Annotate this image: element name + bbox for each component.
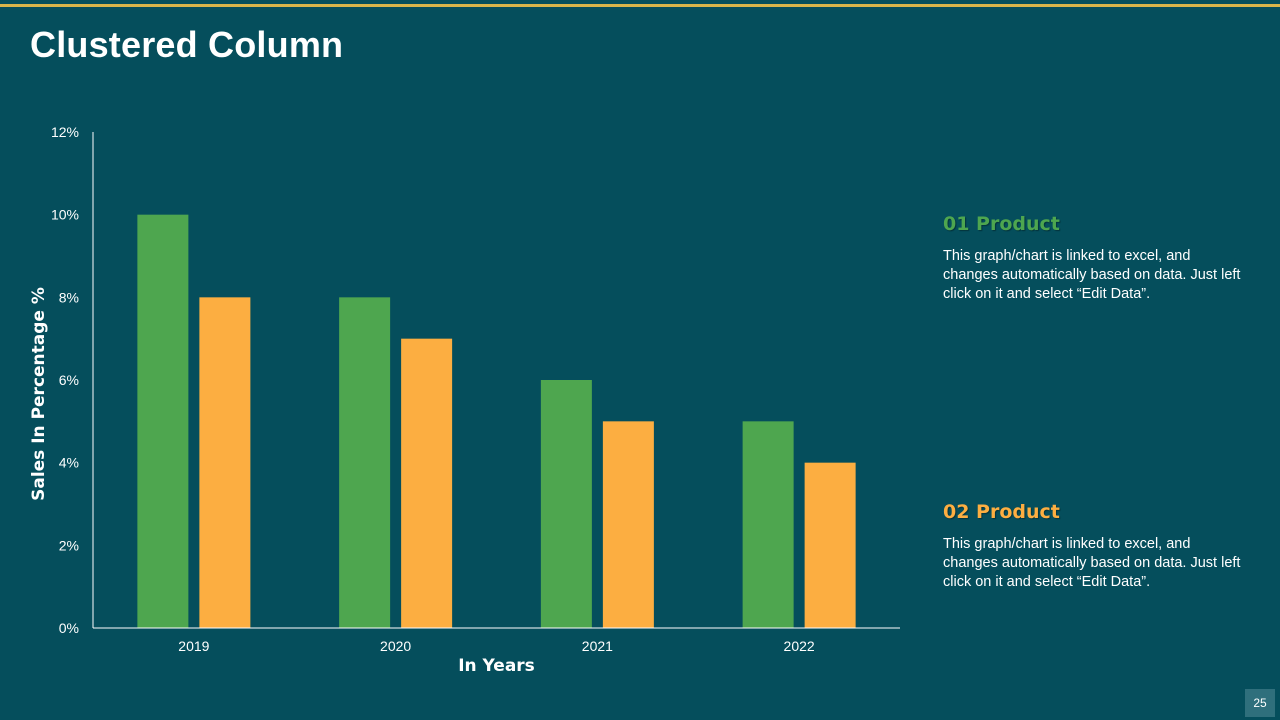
legend-description-product-2: This graph/chart is linked to excel, and… <box>943 536 1241 590</box>
legend-item-product-1: 01 Product This graph/chart is linked to… <box>943 213 1263 304</box>
bar-series-1-2020[interactable] <box>339 297 391 628</box>
x-tick-label-2021: 2021 <box>582 638 613 654</box>
bar-series-2-2021[interactable] <box>602 421 654 628</box>
y-tick-label: 0% <box>59 620 79 636</box>
slide-title: Clustered Column <box>30 24 344 65</box>
bar-series-1-2019[interactable] <box>137 214 189 628</box>
bar-series-1-2021[interactable] <box>540 380 592 628</box>
x-tick-label-2019: 2019 <box>178 638 209 654</box>
bar-series-2-2019[interactable] <box>199 297 251 628</box>
y-tick-label: 6% <box>59 372 79 388</box>
y-tick-label: 4% <box>59 455 79 471</box>
legend-item-product-2: 02 Product This graph/chart is linked to… <box>943 501 1263 592</box>
x-tick-label-2020: 2020 <box>380 638 411 654</box>
legend-title-product-2: 02 Product <box>943 501 1060 523</box>
legend-title-product-1: 01 Product <box>943 213 1060 235</box>
page-number: 25 <box>1245 689 1275 717</box>
bar-series-2-2020[interactable] <box>401 338 453 628</box>
y-tick-label: 2% <box>59 537 79 553</box>
legend-description-product-1: This graph/chart is linked to excel, and… <box>943 248 1241 302</box>
bar-series-1-2022[interactable] <box>742 421 794 628</box>
y-tick-label: 8% <box>59 289 79 305</box>
top-accent-rule <box>0 4 1280 7</box>
y-tick-label: 12% <box>51 124 79 140</box>
y-tick-label: 10% <box>51 207 79 223</box>
x-tick-label-2022: 2022 <box>784 638 815 654</box>
y-axis-title: Sales In Percentage % <box>29 287 49 501</box>
bar-series-2-2022[interactable] <box>804 462 856 628</box>
x-axis-title: In Years <box>458 656 535 676</box>
